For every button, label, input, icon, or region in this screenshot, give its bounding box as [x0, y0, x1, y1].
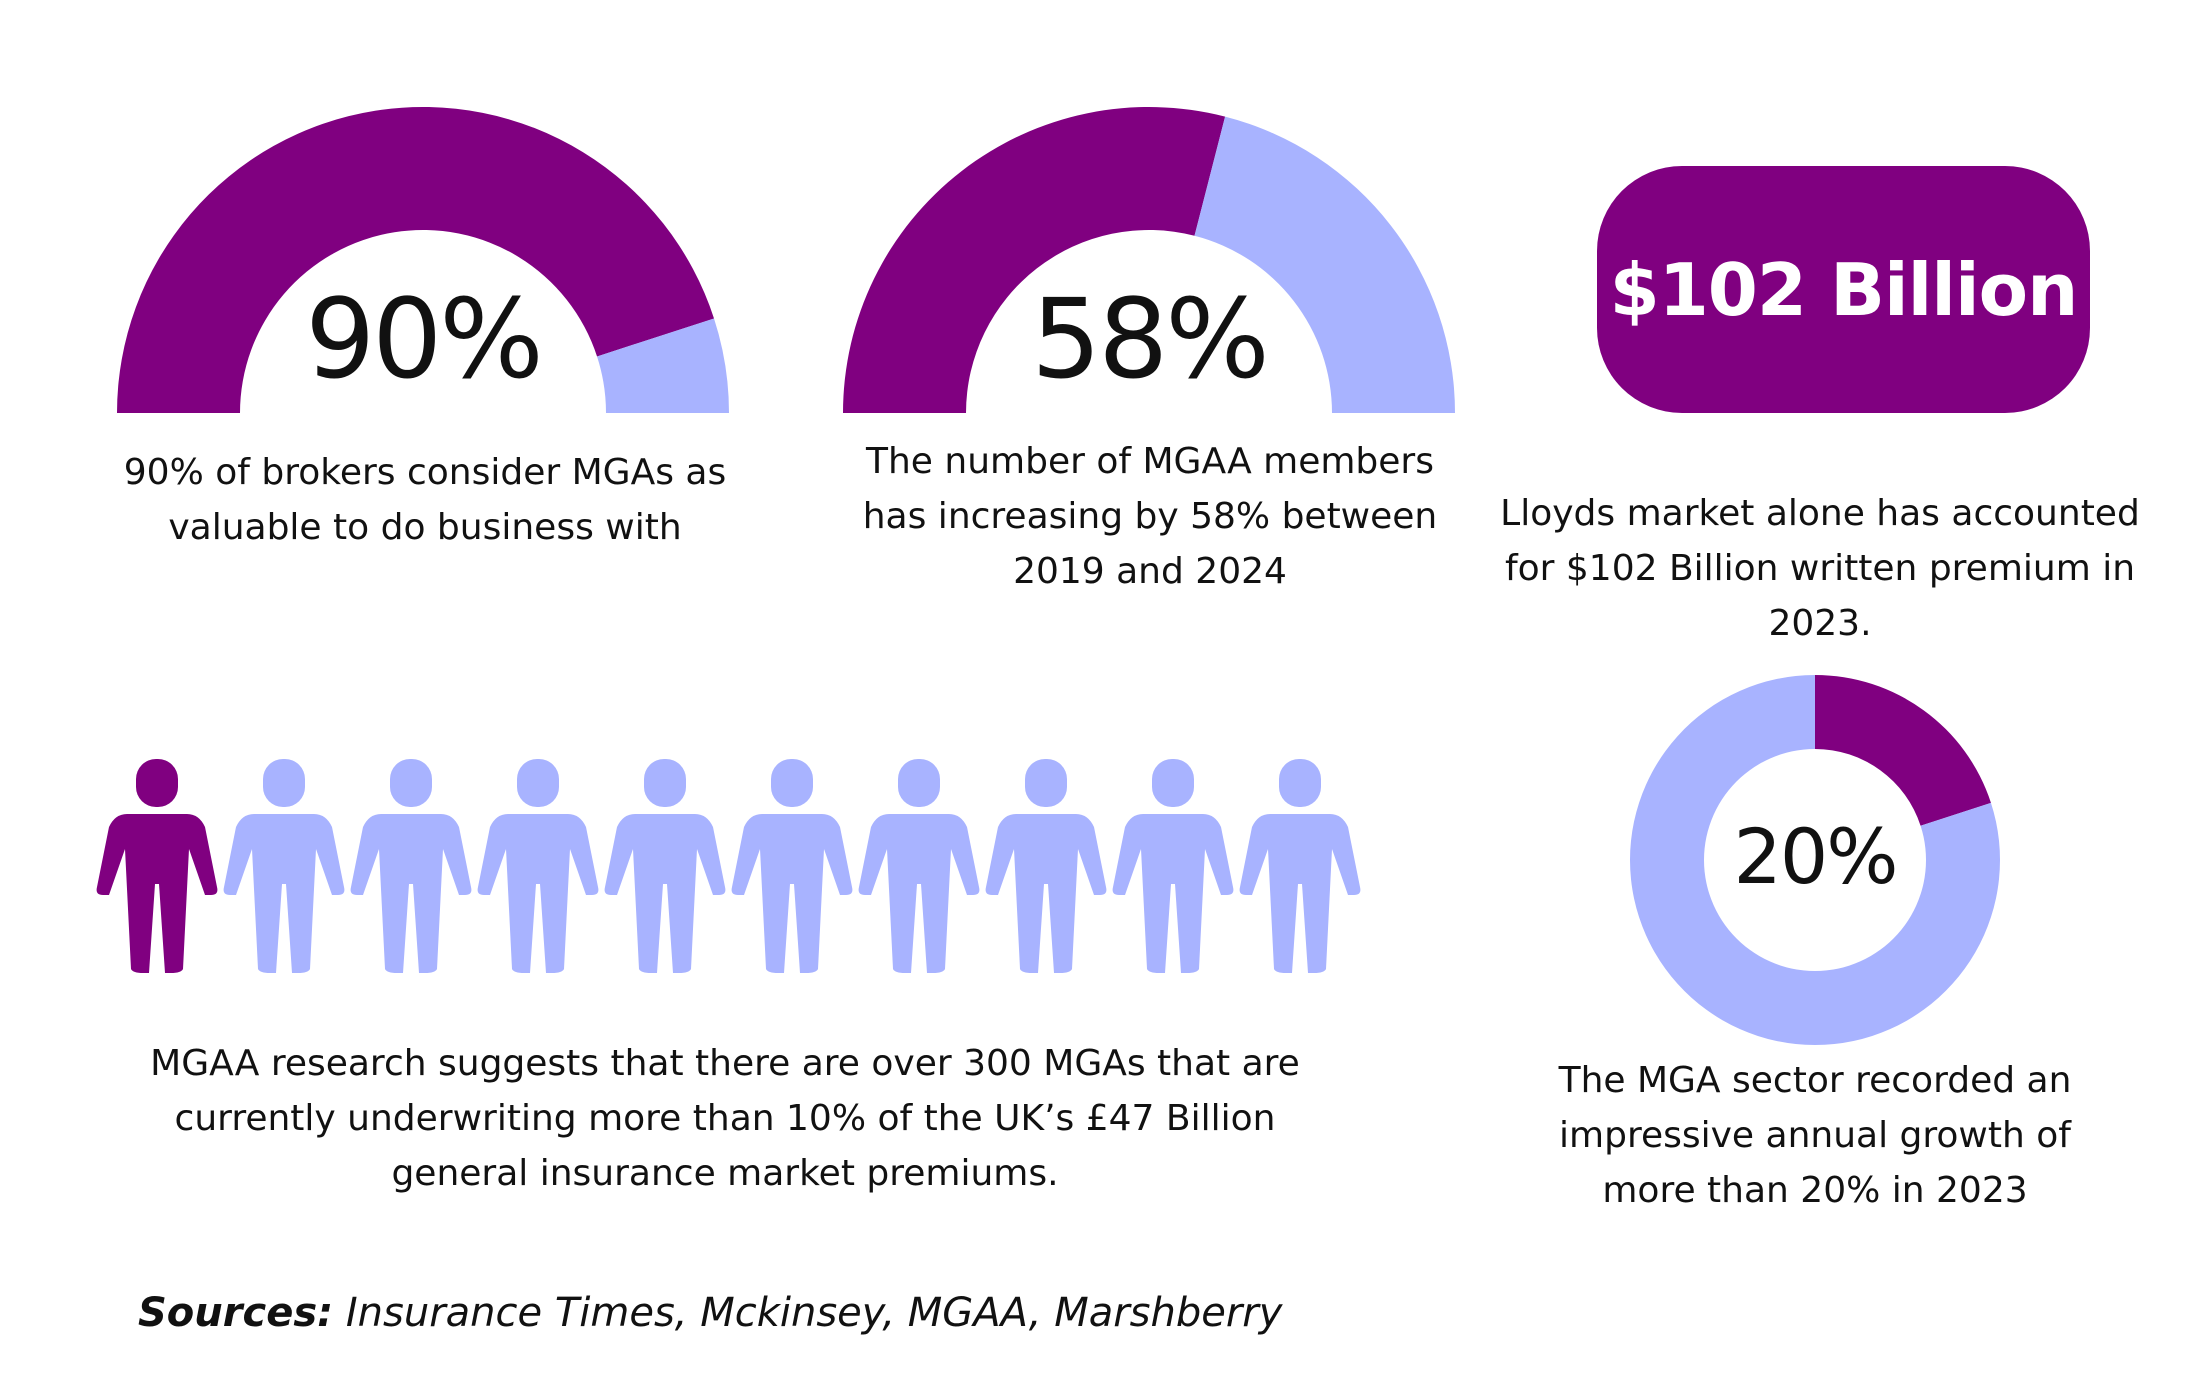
person-icon	[477, 759, 599, 973]
gauge-90-caption: 90% of brokers consider MGAs as valuable…	[123, 452, 727, 548]
person-icon	[350, 759, 472, 973]
gauge-90-label: 90%	[305, 275, 544, 403]
highlight-caption: Lloyds market alone has accounted for $1…	[1500, 493, 2140, 644]
person-icon	[96, 759, 218, 973]
person-icon	[1112, 759, 1234, 973]
gauge-remainder-arc	[597, 318, 729, 413]
gauge-58-label: 58%	[1031, 275, 1270, 403]
donut-20-caption: The MGA sector recorded an impressive an…	[1558, 1060, 2072, 1211]
sources-text: Insurance Times, Mckinsey, MGAA, Marshbe…	[333, 1290, 1283, 1336]
donut-value-arc	[1815, 675, 1991, 826]
person-icon	[985, 759, 1107, 973]
donut-20-label: 20%	[1733, 812, 1899, 901]
sources-label: Sources:	[138, 1290, 334, 1336]
donut-remainder-arc	[1630, 675, 2001, 1045]
highlight-value-badge: $102 Billion	[1597, 166, 2090, 413]
person-icon	[731, 759, 853, 973]
person-icon	[223, 759, 345, 973]
gauge-58-caption: The number of MGAA members has increasin…	[862, 441, 1438, 592]
gauge-value-arc	[843, 106, 1226, 413]
gauge-remainder-arc	[1194, 116, 1455, 413]
person-icon	[604, 759, 726, 973]
gauge-value-arc	[117, 106, 715, 414]
pictogram-caption: MGAA research suggests that there are ov…	[150, 1043, 1300, 1194]
person-icon	[1239, 759, 1361, 973]
sources: Sources: Insurance Times, Mckinsey, MGAA…	[138, 1290, 1282, 1336]
person-icon	[858, 759, 980, 973]
